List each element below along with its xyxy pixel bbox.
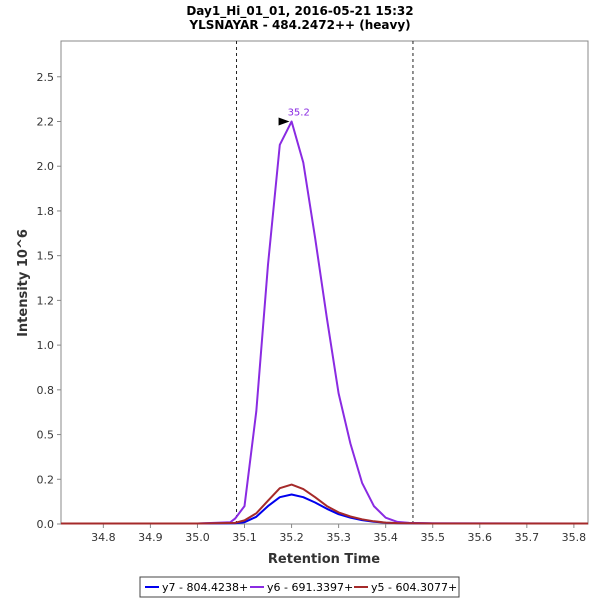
x-tick-label: 35.3 [326,531,351,544]
plot-area [60,40,589,525]
y-tick-label: 0.0 [37,518,55,531]
y-tick-label: 2.0 [37,160,55,173]
y-tick-label: 2.5 [37,71,55,84]
legend: y7 - 804.4238+ y6 - 691.3397+ y5 - 604.307… [139,576,460,598]
y-tick-label: 1.2 [37,294,55,307]
series-lines [61,120,589,525]
y-tick-label: 0.8 [37,384,55,397]
x-tick-label: 35.7 [515,531,540,544]
x-tick-label: 34.9 [138,531,163,544]
x-tick-label: 35.5 [420,531,445,544]
series-line-3 [61,483,588,525]
series-line-2 [61,120,589,525]
legend-entry: y5 - 604.3077+ [371,581,457,594]
legend-box [139,576,460,598]
peak-annotation-group: 35.2 [278,108,310,126]
x-tick-label: 34.8 [91,531,116,544]
legend-entry: y7 - 804.4238+ [162,581,248,594]
x-tick-label: 35.8 [562,531,587,544]
y-axis: 0.0 0.2 0.5 0.8 1.0 1.2 1.5 1.8 2.0 2.2 2.5 [37,71,61,531]
peak-boundaries [236,41,414,524]
x-axis-label: Retention Time [268,552,380,567]
y-tick-label: 1.0 [37,339,55,352]
y-tick-label: 1.8 [37,205,55,218]
x-tick-label: 35.2 [279,531,304,544]
y-tick-label: 0.2 [37,473,55,486]
x-axis: 34.8 34.9 35.0 35.1 35.2 35.3 35.4 35.5 35.6 35.7… [91,524,586,544]
x-tick-label: 35.4 [373,531,398,544]
x-tick-label: 35.6 [468,531,493,544]
y-tick-label: 2.2 [37,116,55,129]
chart-subtitle: YLSNAYAR - 484.2472++ (heavy) [188,18,410,32]
peak-annotation-label: 35.2 [288,108,310,119]
x-tick-label: 35.1 [232,531,257,544]
y-tick-label: 1.5 [37,250,55,263]
y-axis-label: Intensity 10^6 [16,229,31,337]
x-tick-label: 35.0 [185,531,210,544]
y-tick-label: 0.5 [37,429,55,442]
peak-arrow-icon [278,117,290,126]
chart-title: Day1_Hi_01_01, 2016-05-21 15:32 [186,4,413,19]
legend-entry: y6 - 691.3397+ [267,581,353,594]
